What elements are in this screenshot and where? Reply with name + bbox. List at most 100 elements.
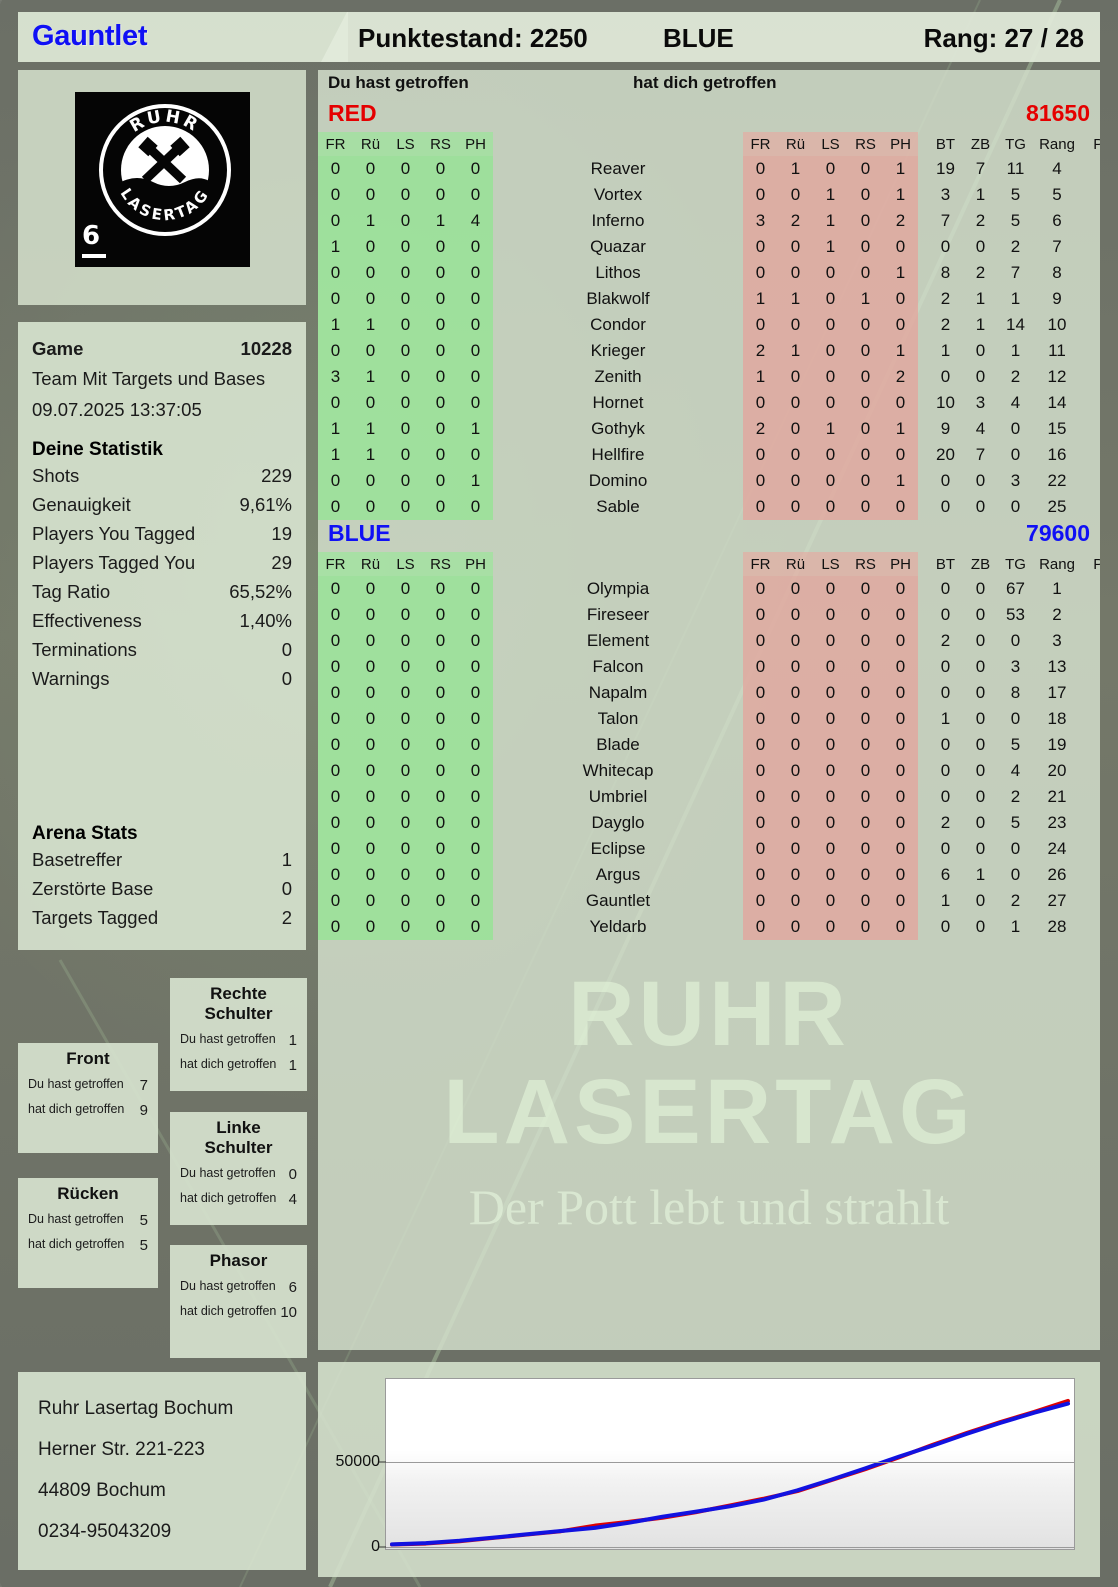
table-row[interactable]: 00000Yeldarb00000001281500 [318,914,1100,940]
cell-you-hit: 0 [458,260,493,286]
cell-tg: 2 [1010,787,1021,806]
cell-score: 2250 [1081,888,1100,914]
table-row[interactable]: 00000Whitecap00000004204500 [318,758,1100,784]
table-row[interactable]: 00000Talon00000100184800 [318,706,1100,732]
cell-hit-you: 2 [883,364,918,390]
table-row[interactable]: 00000Gauntlet00000102272250 [318,888,1100,914]
cell-gap [918,234,928,260]
cell-you-hit: 0 [318,576,353,602]
col-BT: BT [935,555,956,573]
chart-gridline [386,1461,1074,1463]
cell-you-hit: 0 [388,156,423,182]
cell-bt: 0 [940,917,951,936]
table-row[interactable]: 10000Quazar0010000276800 [318,234,1100,260]
table-row[interactable]: 00000Umbriel00000002213400 [318,784,1100,810]
col-you-PH: PH [458,132,493,156]
cell-you-hit: 0 [458,914,493,940]
hit-zone-them-value: 5 [139,1237,148,1254]
cell-hit-you: 0 [848,260,883,286]
table-row[interactable]: 00000Dayglo00000205233050 [318,810,1100,836]
cell-bt: 6 [940,865,951,884]
col-you-FR: FR [318,552,353,576]
address-line: 0234-95043209 [38,1521,172,1542]
cell-tg: 5 [1010,185,1021,204]
cell-player-name: Argus [595,865,641,884]
cell-hit-you: 0 [848,706,883,732]
cell-bt: 2 [940,315,951,334]
cell-hit-you: 0 [778,758,813,784]
cell-hit-you: 1 [883,468,918,494]
hit-zone-you-row: Du hast getroffen 5 [28,1212,148,1229]
cell-rang: 20 [1047,761,1067,780]
table-row[interactable]: 00000Reaver010011971147650 [318,156,1100,182]
table-row[interactable]: 00000Eclipse00000000243000 [318,836,1100,862]
col-Rang: Rang [1039,135,1075,153]
cell-tg: 4 [1010,761,1021,780]
hit-zone-you-row: Du hast getroffen 6 [180,1279,297,1296]
cell-hit-you: 0 [813,758,848,784]
table-row[interactable]: 00000Olympia000000067118150 [318,576,1100,602]
cell-hit-you: 0 [743,836,778,862]
hit-zone-them-label: hat dich getroffen [180,1191,277,1205]
hit-zone-you-row: Du hast getroffen 7 [28,1077,148,1094]
table-row[interactable]: 00000Sable00000000252900 [318,494,1100,520]
cell-hit-you: 0 [778,602,813,628]
cell-hit-you: 0 [883,680,918,706]
address-line: Herner Str. 221-223 [38,1439,205,1460]
cell-you-hit: 0 [458,156,493,182]
team-name: RED [328,100,377,126]
cell-you-hit: 0 [458,286,493,312]
table-row[interactable]: 00000Argus00000610262700 [318,862,1100,888]
table-row[interactable]: 11000Condor000002114106250 [318,312,1100,338]
table-row[interactable]: 00000Element0000020038300 [318,628,1100,654]
table-row[interactable]: 11001Gothyk20101940155400 [318,416,1100,442]
table-row[interactable]: 00000Krieger21001101116100 [318,338,1100,364]
cell-hit-you: 0 [883,810,918,836]
cell-rang: 26 [1047,865,1067,884]
cell-hit-you: 0 [813,468,848,494]
cell-you-hit: 1 [353,312,388,338]
cell-bt: 2 [940,289,951,308]
cell-rang: 6 [1052,211,1062,230]
table-row[interactable]: 00000Blade00000005194500 [318,732,1100,758]
lasertag-logo: RUHR LASERTAG 6 [75,92,250,267]
cell-tg: 14 [1006,315,1025,334]
table-row[interactable]: 11000Hellfire000002070165100 [318,442,1100,468]
chart-y-tick [379,1461,386,1463]
cell-you-hit: 0 [388,888,423,914]
cell-you-hit: 1 [423,208,458,234]
cell-player-name: Umbriel [588,787,648,806]
table-row[interactable]: 00000Hornet000001034145650 [318,390,1100,416]
cell-you-hit: 0 [423,260,458,286]
logo-panel: RUHR LASERTAG 6 [18,70,306,305]
cell-you-hit: 1 [318,416,353,442]
table-row[interactable]: 00000Blakwolf1101021196400 [318,286,1100,312]
table-row[interactable]: 00001Domino00001003223100 [318,468,1100,494]
cell-rang: 8 [1052,263,1062,282]
col-TG: TG [1005,135,1026,153]
table-row[interactable]: 00000Napalm00000008175100 [318,680,1100,706]
cell-zb: 1 [975,289,986,308]
personal-stat-label: Terminations [32,639,137,660]
cell-player-name: Quazar [590,237,646,256]
cell-hit-you: 1 [883,182,918,208]
cell-you-hit: 0 [318,182,353,208]
cell-hit-you: 0 [778,416,813,442]
cell-gap [918,602,928,628]
chart-line-red [392,1401,1068,1545]
cell-zb: 0 [975,891,986,910]
cell-hit-you: 0 [883,390,918,416]
table-row[interactable]: 00000Vortex0010131557000 [318,182,1100,208]
table-row[interactable]: 00000Falcon00000003135800 [318,654,1100,680]
scoreboard-panel: RUHR LASERTAG Der Pott lebt und strahlt … [318,70,1100,1350]
table-row[interactable]: 01014Inferno3210272566850 [318,208,1100,234]
cell-you-hit: 0 [353,654,388,680]
table-row[interactable]: 00000Fireseer000000053212550 [318,602,1100,628]
cell-you-hit: 0 [318,758,353,784]
cell-gap [918,156,928,182]
table-row[interactable]: 31000Zenith10002002125850 [318,364,1100,390]
cell-tg: 7 [1010,263,1021,282]
chart-plot-area: 0 50000 [336,1378,1075,1555]
table-row[interactable]: 00000Lithos0000182786600 [318,260,1100,286]
cell-hit-you: 0 [813,706,848,732]
